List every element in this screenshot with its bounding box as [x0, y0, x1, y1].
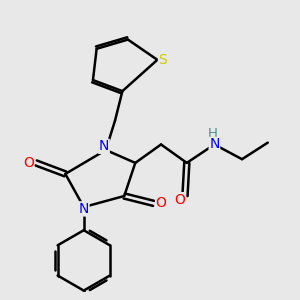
Text: S: S: [158, 53, 167, 67]
Text: O: O: [23, 156, 34, 170]
Text: O: O: [174, 193, 185, 207]
Text: H: H: [208, 127, 218, 140]
Text: N: N: [79, 202, 89, 216]
Text: N: N: [99, 139, 109, 153]
Text: N: N: [209, 137, 220, 152]
Text: O: O: [156, 196, 167, 210]
